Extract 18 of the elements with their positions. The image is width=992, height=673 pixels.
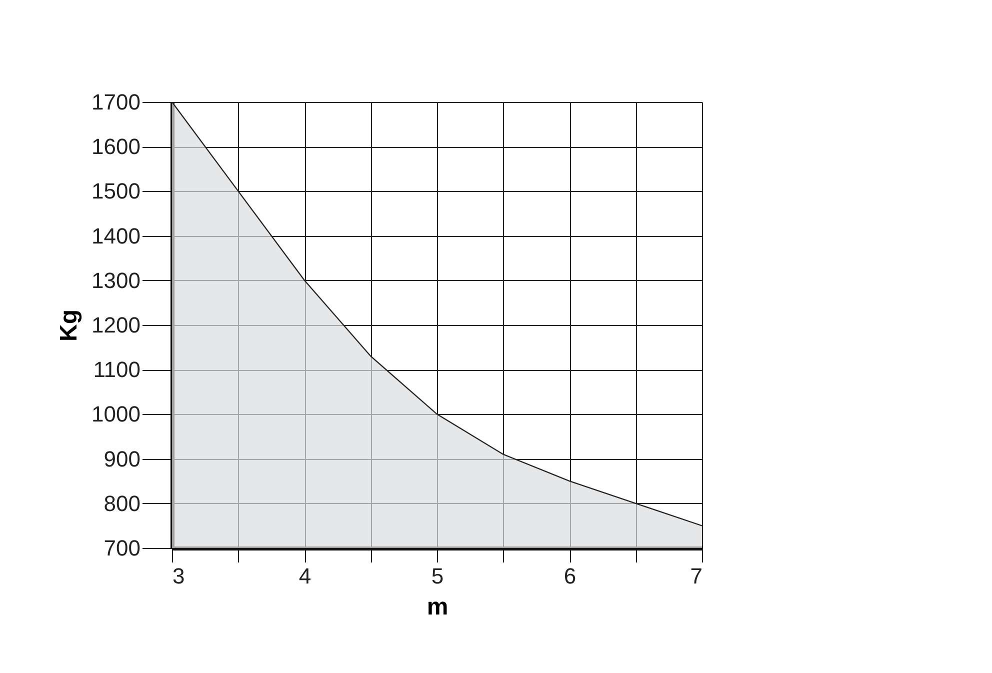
x-tick-label: 6	[564, 564, 576, 588]
y-tick-label: 700	[104, 536, 140, 560]
x-axis-title: m	[426, 594, 448, 620]
y-tick-label: 900	[104, 446, 140, 472]
y-tick-label: 1300	[92, 268, 140, 293]
y-tick-label: 800	[104, 490, 140, 516]
x-tick-label: 3	[172, 564, 185, 588]
x-tick-label: 5	[431, 564, 444, 588]
y-tick-label: 1500	[92, 178, 140, 204]
y-axis-title: Kg	[56, 310, 83, 342]
y-tick-label: 1600	[92, 134, 140, 160]
x-tick-label: 4	[298, 564, 312, 588]
y-tick-label: 1700	[92, 90, 140, 114]
y-tick-label: 1100	[93, 357, 140, 382]
y-tick-label: 1200	[92, 312, 140, 338]
y-tick-label: 1000	[92, 402, 140, 427]
y-tick-label: 1400	[92, 223, 140, 248]
x-tick-label: 7	[690, 564, 702, 588]
